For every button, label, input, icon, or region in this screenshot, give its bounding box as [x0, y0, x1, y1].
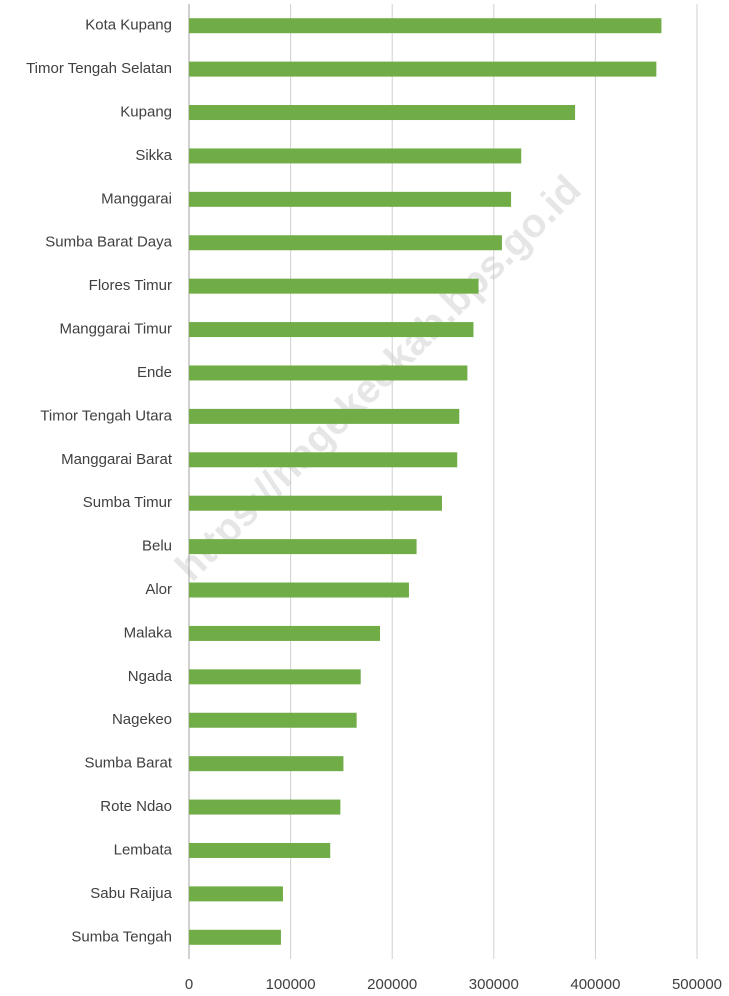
bar — [189, 625, 381, 641]
y-tick-label: Rote Ndao — [100, 798, 172, 815]
bar — [189, 539, 417, 555]
y-tick-label: Manggarai Timur — [59, 321, 172, 338]
bar — [189, 148, 522, 164]
y-tick-label: Timor Tengah Selatan — [26, 60, 172, 77]
y-tick-label: Nagekeo — [112, 711, 172, 728]
bar — [189, 842, 331, 858]
x-tick-label: 400000 — [570, 976, 620, 993]
y-tick-label: Sikka — [135, 147, 172, 164]
bar — [189, 235, 502, 251]
bar — [189, 582, 409, 598]
y-tick-label: Malaka — [124, 624, 173, 641]
bar — [189, 191, 512, 207]
y-tick-label: Belu — [142, 538, 172, 555]
x-tick-label: 100000 — [266, 976, 316, 993]
y-tick-label: Alor — [145, 581, 172, 598]
y-tick-label: Ngada — [128, 668, 173, 685]
y-tick-label: Kota Kupang — [85, 17, 172, 34]
x-tick-label: 0 — [185, 976, 193, 993]
y-tick-label: Manggarai — [101, 190, 172, 207]
bar — [189, 18, 662, 34]
y-tick-label: Manggarai Barat — [61, 451, 173, 468]
x-tick-label: 300000 — [469, 976, 519, 993]
bar — [189, 886, 283, 902]
y-tick-label: Timor Tengah Utara — [40, 407, 172, 424]
y-tick-label: Sumba Tengah — [71, 928, 172, 945]
y-tick-label: Sabu Raijua — [90, 885, 172, 902]
bar — [189, 322, 474, 338]
bar — [189, 712, 357, 728]
y-tick-label: Sumba Timur — [83, 494, 172, 511]
y-tick-label: Flores Timur — [89, 277, 172, 294]
y-tick-label: Ende — [137, 364, 172, 381]
bar — [189, 799, 341, 815]
y-tick-label: Sumba Barat Daya — [45, 234, 172, 251]
bar — [189, 278, 479, 294]
bar — [189, 105, 576, 121]
bar — [189, 365, 468, 381]
x-tick-label: 200000 — [367, 976, 417, 993]
x-tick-label: 500000 — [672, 976, 722, 993]
bar — [189, 61, 657, 77]
bar — [189, 452, 458, 468]
y-tick-label: Kupang — [120, 103, 172, 120]
bar — [189, 495, 442, 511]
y-tick-label: Lembata — [114, 841, 173, 858]
y-tick-label: Sumba Barat — [84, 755, 172, 772]
bar — [189, 929, 281, 945]
bar — [189, 756, 344, 772]
bar — [189, 408, 460, 424]
bar — [189, 669, 361, 685]
